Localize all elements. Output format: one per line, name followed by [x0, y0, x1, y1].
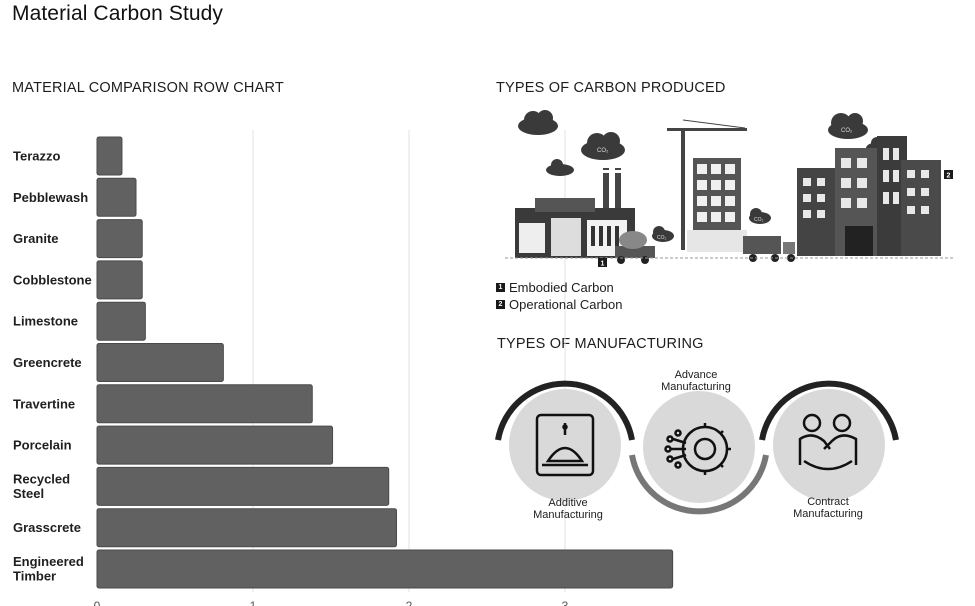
arc-contract	[759, 380, 899, 441]
category-label: Terazzo	[13, 149, 60, 164]
bar	[96, 549, 674, 589]
bar	[96, 508, 398, 548]
legend-key-2: 2	[496, 300, 505, 309]
co2-cloud-icon	[652, 226, 674, 242]
label-additive-line-2: Manufacturing	[533, 509, 603, 521]
factory-building	[515, 168, 635, 258]
handshake-icon	[798, 413, 858, 471]
co2-cloud-icon	[828, 113, 868, 139]
circle-additive	[509, 389, 621, 501]
bar	[96, 425, 334, 465]
category-label: Porcelain	[13, 438, 72, 453]
legend-key-1: 1	[496, 283, 505, 292]
category-label: Limestone	[13, 314, 78, 329]
marker-1	[598, 258, 607, 267]
category-label: Greencrete	[13, 355, 82, 370]
bar	[96, 343, 224, 382]
bar	[96, 219, 143, 259]
bar	[96, 466, 390, 506]
co2-label: CO₂	[841, 128, 853, 134]
x-tick-label: 1	[250, 599, 257, 606]
category-label: Travertine	[13, 396, 75, 411]
co2-label: CO₂	[597, 148, 609, 154]
category-label: Grasscrete	[13, 520, 81, 535]
3d-printer-icon	[535, 413, 595, 477]
co2-cloud-icon	[749, 208, 771, 224]
bar	[96, 177, 137, 217]
marker-1-label: 1	[601, 261, 605, 268]
label-advance-line-1: Advance	[674, 369, 718, 381]
page-title: Material Carbon Study	[12, 2, 224, 25]
x-tick-label: 2	[406, 599, 413, 606]
arc-additive	[495, 380, 635, 441]
carbon-city-illustration: CO₂ CO₂ CO₂ CO₂	[505, 110, 955, 268]
cloud-icon	[518, 110, 558, 135]
bar	[96, 384, 313, 424]
legend-label-embodied: Embodied Carbon	[509, 280, 614, 295]
label-contract-line-1: Contract	[807, 496, 849, 508]
legend-item-embodied: 1 Embodied Carbon	[496, 279, 622, 296]
co2-cloud-icon	[581, 132, 625, 160]
category-label: Pebblewash	[13, 190, 88, 205]
manufacturing-diagram	[495, 380, 899, 515]
marker-2-label: 2	[947, 173, 951, 180]
arc-advance	[629, 454, 769, 515]
digital-gear-icon	[664, 423, 731, 475]
circle-advance	[643, 391, 755, 503]
crane-tower	[667, 119, 747, 252]
category-label: Engineered Timber	[13, 554, 84, 584]
cement-truck-icon	[615, 231, 655, 264]
chart-x-ticks: 01234	[94, 599, 569, 606]
co2-label: CO₂	[754, 217, 764, 223]
manufacturing-title: TYPES OF MANUFACTURING	[497, 336, 704, 352]
marker-2	[944, 170, 953, 179]
bar	[96, 260, 143, 300]
co2-label: CO₂	[657, 235, 667, 241]
legend-label-operational: Operational Carbon	[509, 297, 623, 312]
carbon-types-title: TYPES OF CARBON PRODUCED	[496, 80, 726, 96]
label-advance-line-2: Manufacturing	[661, 381, 731, 393]
label-additive-line-1: Additive	[548, 497, 588, 509]
label-contract-line-2: Manufacturing	[793, 508, 863, 520]
cloud-icon	[546, 159, 574, 176]
row-chart-title: MATERIAL COMPARISON ROW CHART	[12, 80, 284, 96]
category-label: Cobblestone	[13, 272, 92, 287]
bar	[96, 136, 123, 176]
x-tick-label: 3	[562, 599, 569, 606]
bar	[96, 301, 146, 341]
category-label: Recycled Steel	[13, 471, 70, 501]
label-contract-manufacturing: Contract Manufacturing	[778, 496, 878, 520]
label-advance-manufacturing: Advance Manufacturing	[646, 369, 746, 393]
chart-bars	[96, 136, 674, 589]
carbon-legend: 1 Embodied Carbon 2 Operational Carbon	[496, 279, 622, 313]
material-row-chart: Terazzo Pebblewash Granite Cobblestone Limes…	[13, 130, 674, 606]
label-additive-manufacturing: Additive Manufacturing	[518, 497, 618, 521]
city-buildings	[797, 136, 941, 256]
x-tick-label: 0	[94, 599, 101, 606]
legend-item-operational: 2 Operational Carbon	[496, 296, 622, 313]
category-label: Granite	[13, 231, 59, 246]
chart-category-labels: Terazzo Pebblewash Granite Cobblestone Limes…	[13, 149, 92, 584]
